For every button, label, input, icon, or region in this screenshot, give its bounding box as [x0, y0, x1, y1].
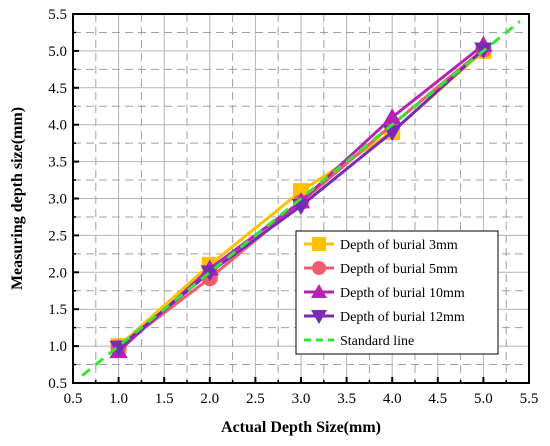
legend-label-4: Depth of burial 12mm [340, 310, 465, 325]
data-point-1 [293, 183, 309, 200]
x-tick-label: 2.5 [246, 391, 265, 407]
y-tick-label: 0.5 [48, 376, 67, 392]
x-tick-label: 5.0 [474, 391, 493, 407]
y-tick-label: 4.5 [48, 81, 67, 97]
y-tick-label: 5.0 [48, 44, 67, 60]
legend-label-1: Depth of burial 3mm [340, 238, 458, 253]
y-tick-label: 3.0 [48, 192, 67, 208]
data-point-4 [109, 340, 128, 357]
ticks: 0.5 1.0 1.5 2.0 2.5 3.0 3.5 4.0 4.5 5.0 5.5 0.5 1.0 1… [48, 7, 538, 407]
x-tick-label: 3.5 [337, 391, 356, 407]
series-layer [81, 20, 521, 377]
x-tick-label: 5.5 [520, 391, 539, 407]
legend-marker-3 [310, 283, 328, 299]
y-tick-label: 3.5 [48, 155, 67, 171]
x-tick-label: 1.5 [155, 391, 174, 407]
data-point-4 [200, 265, 219, 282]
legend-label-3: Depth of burial 10mm [340, 286, 465, 301]
x-tick-label: 4.5 [428, 391, 447, 407]
x-tick-label: 2.0 [200, 391, 219, 407]
x-tick-label: 3.0 [292, 391, 311, 407]
legend-label-5: Standard line [340, 334, 414, 349]
x-tick-label: 1.0 [109, 391, 128, 407]
legend: Depth of burial 3mm Depth of burial 5mm De… [295, 230, 499, 355]
legend-marker-2 [312, 261, 326, 275]
x-tick-label: 0.5 [64, 391, 83, 407]
y-tick-label: 1.5 [48, 302, 67, 318]
y-tick-label: 5.5 [48, 7, 67, 23]
data-point-3 [383, 108, 402, 125]
legend-marker-4 [310, 309, 328, 325]
y-tick-label: 4.0 [48, 118, 67, 134]
y-tick-label: 1.0 [48, 339, 67, 355]
legend-marker-1 [312, 237, 326, 251]
legend-label-2: Depth of burial 5mm [340, 262, 458, 277]
y-tick-label: 2.0 [48, 265, 67, 281]
x-tick-label: 4.0 [383, 391, 402, 407]
x-axis-title: Actual Depth Size(mm) [221, 419, 381, 436]
standard-line [81, 20, 521, 377]
y-axis-title: Measuring depth size(mm) [9, 107, 26, 290]
y-tick-label: 2.5 [48, 228, 67, 244]
